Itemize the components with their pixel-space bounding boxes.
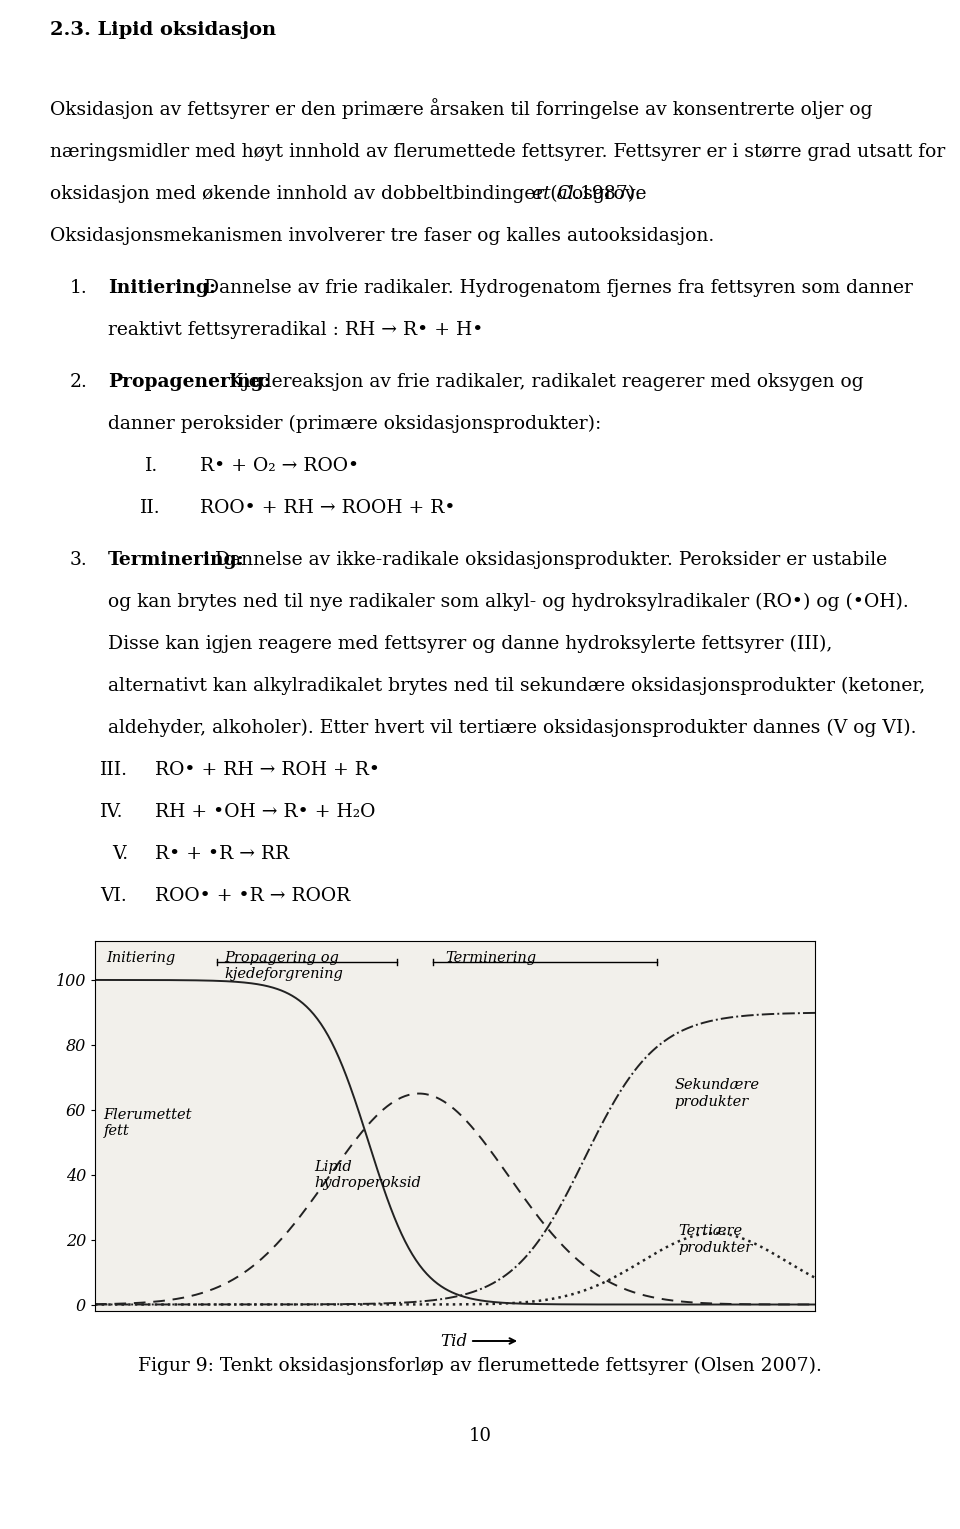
Text: 10: 10 [468, 1427, 492, 1445]
Text: R• + •R → RR: R• + •R → RR [155, 846, 289, 862]
Text: V.: V. [112, 846, 128, 862]
Text: et al.: et al. [532, 185, 580, 203]
Text: Disse kan igjen reagere med fettsyrer og danne hydroksylerte fettsyrer (III),: Disse kan igjen reagere med fettsyrer og… [108, 635, 832, 653]
Text: Initiering: Initiering [106, 951, 175, 965]
Text: Dannelse av frie radikaler. Hydrogenatom fjernes fra fettsyren som danner: Dannelse av frie radikaler. Hydrogenatom… [198, 278, 913, 297]
Text: Flerumettet
fett: Flerumettet fett [104, 1107, 192, 1138]
Text: Sekundære
produkter: Sekundære produkter [675, 1078, 759, 1109]
Text: IV.: IV. [100, 803, 124, 821]
Text: og kan brytes ned til nye radikaler som alkyl- og hydroksylradikaler (RO•) og (•: og kan brytes ned til nye radikaler som … [108, 593, 909, 612]
Text: Lipid
hydroperoksid: Lipid hydroperoksid [315, 1159, 421, 1190]
Text: Propagering og
kjedeforgrening: Propagering og kjedeforgrening [225, 951, 344, 982]
Text: R• + O₂ → ROO•: R• + O₂ → ROO• [200, 457, 359, 476]
Text: II.: II. [140, 498, 160, 517]
Text: I.: I. [145, 457, 158, 476]
Text: alternativt kan alkylradikalet brytes ned til sekundære oksidasjonsprodukter (ke: alternativt kan alkylradikalet brytes ne… [108, 677, 925, 696]
Text: 2.3. Lipid oksidasjon: 2.3. Lipid oksidasjon [50, 21, 276, 40]
Text: oksidasjon med økende innhold av dobbeltbindinger (Cosgrove: oksidasjon med økende innhold av dobbelt… [50, 185, 653, 203]
Text: ROO• + RH → ROOH + R•: ROO• + RH → ROOH + R• [200, 498, 455, 517]
Text: Oksidasjonsmekanismen involverer tre faser og kalles autooksidasjon.: Oksidasjonsmekanismen involverer tre fas… [50, 226, 714, 245]
Text: 2.: 2. [70, 373, 88, 391]
Text: Tid: Tid [440, 1332, 467, 1350]
Text: Figur 9: Tenkt oksidasjonsforløp av flerumettede fettsyrer (Olsen 2007).: Figur 9: Tenkt oksidasjonsforløp av fler… [138, 1356, 822, 1375]
Text: Tertiære
produkter: Tertiære produkter [678, 1225, 753, 1255]
Text: Terminering:: Terminering: [108, 550, 245, 569]
Text: RH + •OH → R• + H₂O: RH + •OH → R• + H₂O [155, 803, 375, 821]
Text: Terminering: Terminering [445, 951, 537, 965]
Text: reaktivt fettsyreradikal : RH → R• + H•: reaktivt fettsyreradikal : RH → R• + H• [108, 321, 484, 339]
Text: næringsmidler med høyt innhold av flerumettede fettsyrer. Fettsyrer er i større : næringsmidler med høyt innhold av flerum… [50, 144, 946, 161]
Text: 1987).: 1987). [574, 185, 641, 203]
Text: Oksidasjon av fettsyrer er den primære årsaken til forringelse av konsentrerte o: Oksidasjon av fettsyrer er den primære å… [50, 98, 873, 119]
Text: Propagenering:: Propagenering: [108, 373, 271, 391]
Text: 1.: 1. [70, 278, 87, 297]
Text: Kjedereaksjon av frie radikaler, radikalet reagerer med oksygen og: Kjedereaksjon av frie radikaler, radikal… [223, 373, 864, 391]
Text: RO• + RH → ROH + R•: RO• + RH → ROH + R• [155, 761, 380, 778]
Text: ROO• + •R → ROOR: ROO• + •R → ROOR [155, 887, 350, 905]
Text: Initiering:: Initiering: [108, 278, 216, 297]
Text: danner peroksider (primære oksidasjonsprodukter):: danner peroksider (primære oksidasjonspr… [108, 414, 601, 433]
Text: VI.: VI. [100, 887, 127, 905]
Text: III.: III. [100, 761, 128, 778]
Text: aldehyder, alkoholer). Etter hvert vil tertiære oksidasjonsprodukter dannes (V o: aldehyder, alkoholer). Etter hvert vil t… [108, 719, 917, 737]
Text: 3.: 3. [70, 550, 87, 569]
Text: Dannelse av ikke-radikale oksidasjonsprodukter. Peroksider er ustabile: Dannelse av ikke-radikale oksidasjonspro… [209, 550, 887, 569]
